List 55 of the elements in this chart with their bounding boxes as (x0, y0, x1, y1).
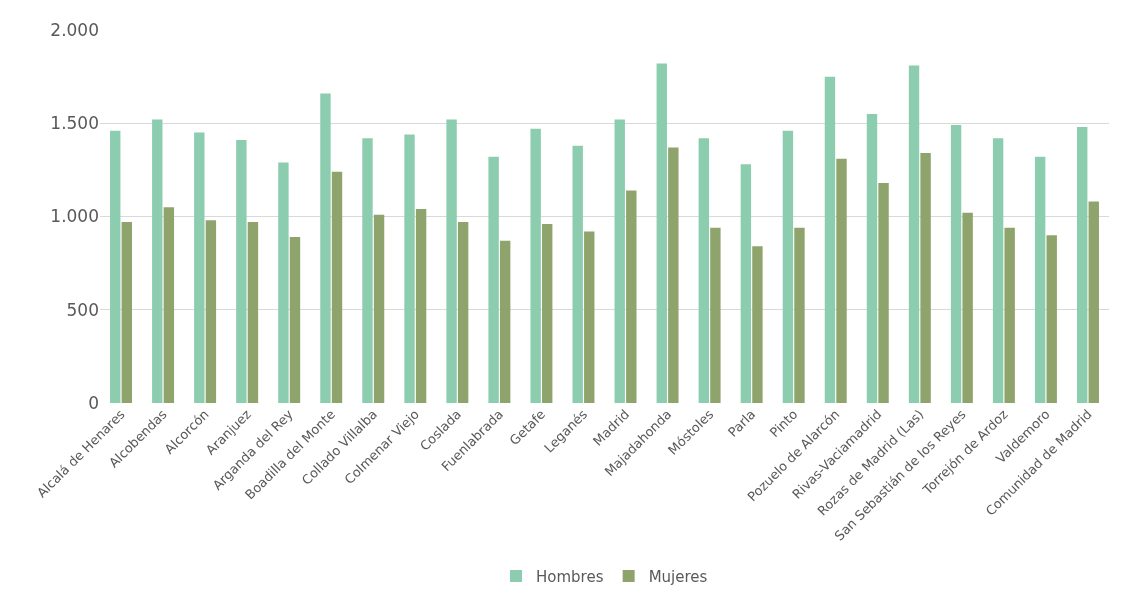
bar (488, 156, 499, 403)
bar (163, 207, 175, 403)
bar (194, 132, 205, 403)
y-tick-label: 2.000 (50, 19, 99, 40)
bar (878, 182, 889, 403)
bar (962, 212, 973, 403)
bar (920, 153, 931, 403)
y-tick-label: 500 (66, 299, 99, 320)
bar (110, 130, 121, 403)
legend-label: Hombres (536, 567, 604, 586)
bar (320, 93, 331, 403)
bar (836, 158, 847, 403)
y-tick-label: 1.000 (50, 206, 99, 227)
bar (824, 76, 836, 403)
bar (1077, 126, 1088, 403)
bar (614, 119, 625, 403)
bar (866, 113, 878, 403)
bar (1046, 235, 1057, 403)
bar (205, 220, 217, 403)
bar (404, 134, 415, 403)
y-tick-label: 1.500 (50, 113, 99, 134)
bar (362, 138, 373, 403)
bar (794, 227, 805, 403)
bar (752, 246, 763, 403)
bar (331, 171, 343, 403)
bar (152, 119, 163, 403)
bar (289, 237, 301, 403)
bar (415, 209, 427, 403)
bar (457, 222, 469, 403)
bar (1088, 201, 1099, 403)
bar (584, 231, 595, 403)
bar (373, 214, 385, 403)
bar (499, 240, 511, 403)
bar (247, 222, 259, 403)
bar (446, 119, 457, 403)
bar (740, 164, 752, 403)
y-tick-label: 0 (88, 392, 99, 413)
bar (710, 227, 721, 403)
bar (950, 125, 962, 403)
bar (656, 63, 667, 403)
bar (121, 222, 132, 403)
bar (992, 138, 1004, 403)
bar (698, 138, 710, 403)
legend-label: Mujeres (648, 567, 708, 586)
bar (782, 130, 794, 403)
bar (668, 147, 679, 403)
bar (542, 223, 553, 403)
bar (1034, 156, 1046, 403)
bar (1004, 227, 1015, 403)
bar (572, 145, 583, 403)
bar (278, 162, 289, 403)
bar (908, 65, 920, 403)
bar (236, 140, 247, 403)
bar (626, 190, 637, 403)
bar (530, 128, 541, 403)
